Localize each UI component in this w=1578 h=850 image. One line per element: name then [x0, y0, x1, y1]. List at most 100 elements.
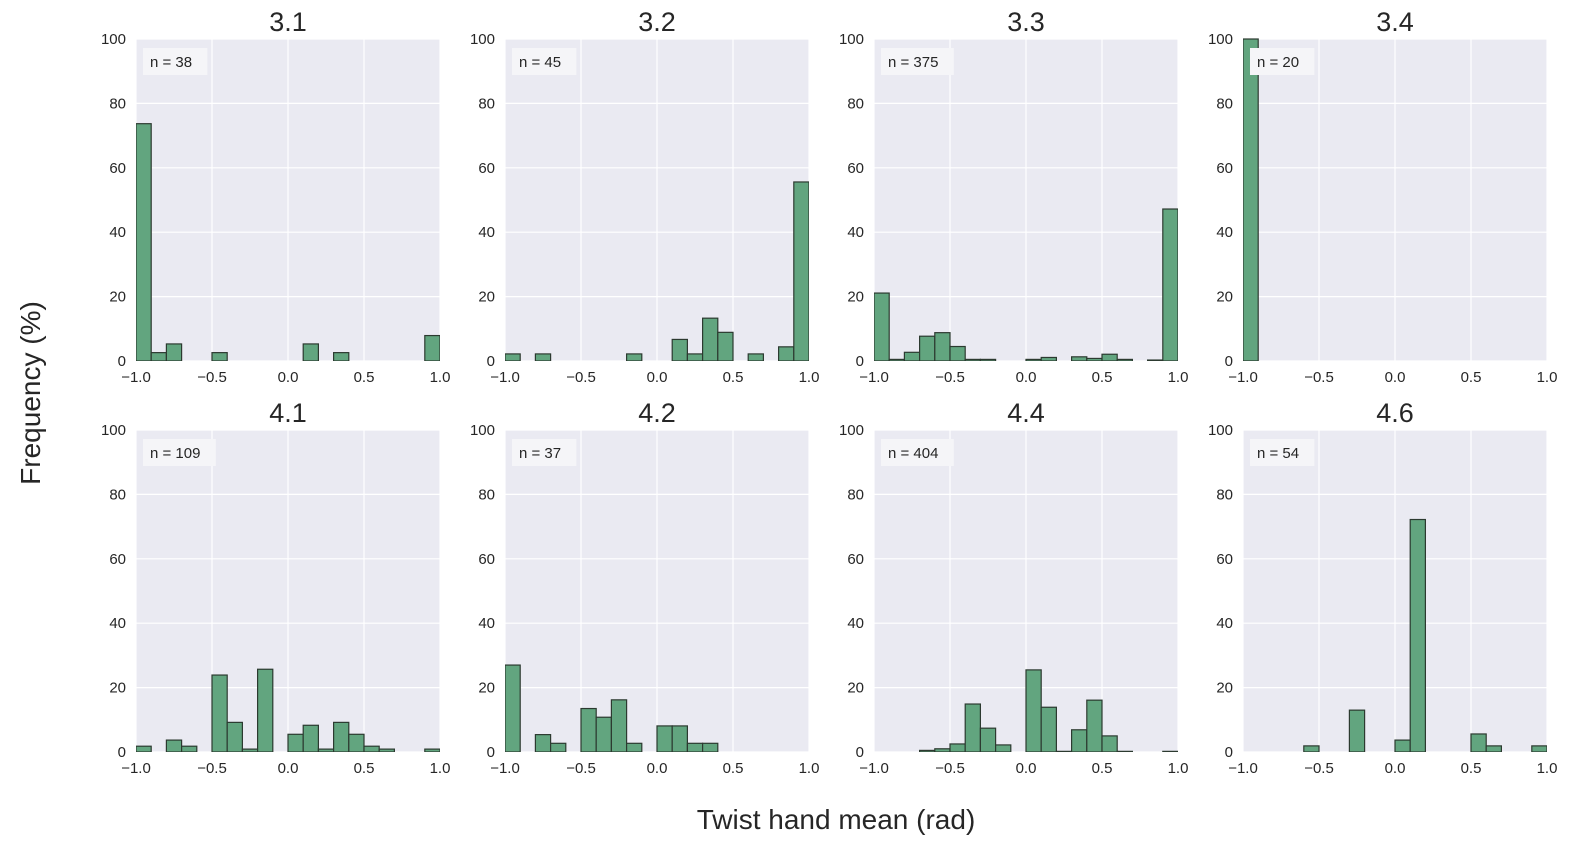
x-tick-label: 0.5 [723, 760, 744, 777]
bars [136, 668, 440, 752]
y-tick-label: 0 [487, 744, 495, 761]
y-tick-label: 60 [109, 551, 126, 568]
histogram-bar [317, 748, 335, 752]
y-tick-label: 100 [1208, 422, 1233, 439]
panel-title: 3.4 [1376, 7, 1414, 37]
histogram-bar [302, 343, 320, 361]
histogram-bar [348, 733, 365, 752]
y-tick-label: 60 [478, 160, 495, 177]
histogram-bar [874, 292, 890, 361]
x-tick-label: −0.5 [197, 760, 227, 777]
annotation-box [1250, 439, 1315, 466]
histogram-bar [979, 727, 997, 752]
histogram-bar [717, 331, 734, 361]
histogram-bar [1243, 38, 1259, 361]
histogram-bar [686, 742, 704, 752]
histogram-bar [671, 338, 689, 361]
x-tick-label: 1.0 [430, 369, 451, 386]
histogram-bar [595, 716, 613, 752]
bars [136, 123, 440, 361]
histogram-bar [1146, 359, 1164, 361]
chart-panel-4.4: 4.4 n = 404 0 20 40 60 80 100 −1.0 −0.5 0.0 0.5 1.0 [839, 398, 1188, 777]
bars [1243, 38, 1259, 361]
panel-title: 4.6 [1376, 398, 1414, 428]
x-tick-label: −0.5 [1304, 369, 1334, 386]
x-tick-label: −1.0 [121, 369, 151, 386]
x-tick-label: 0.0 [647, 369, 668, 386]
histogram-bar [918, 335, 936, 361]
histogram-bar [610, 699, 628, 752]
x-axis-label: Twist hand mean (rad) [697, 804, 976, 835]
histogram-bar [934, 332, 951, 361]
x-tick-label: 0.0 [1016, 760, 1037, 777]
y-tick-label: 60 [847, 160, 864, 177]
panel-title: 3.2 [638, 7, 676, 37]
histogram-bar [505, 353, 521, 361]
panel-title: 4.1 [269, 398, 307, 428]
y-tick-label: 0 [856, 744, 864, 761]
chart-panel-4.1: 4.1 n = 109 0 20 40 60 80 100 −1.0 −0.5 0.0 0.5 1.0 [101, 398, 450, 777]
histogram-bar [656, 725, 673, 752]
y-tick-label: 40 [109, 615, 126, 632]
x-tick-label: 1.0 [799, 369, 820, 386]
histogram-bar [701, 317, 719, 361]
histogram-bar [534, 353, 552, 361]
bars [874, 208, 1178, 361]
panel-title: 4.4 [1007, 398, 1045, 428]
histogram-bar [136, 745, 152, 752]
histogram-bar [625, 353, 643, 361]
y-tick-label: 60 [1216, 160, 1233, 177]
y-tick-label: 20 [1216, 289, 1233, 306]
histogram-bar [333, 352, 350, 361]
annotation-box [143, 48, 208, 75]
x-tick-label: −0.5 [1304, 760, 1334, 777]
histogram-bar [1348, 709, 1366, 752]
x-tick-label: −0.5 [566, 369, 596, 386]
x-tick-label: 0.5 [1461, 369, 1482, 386]
histogram-bar [211, 352, 228, 361]
histogram-bar [1070, 729, 1088, 752]
histogram-bar [1162, 208, 1178, 361]
sample-size-label: n = 375 [888, 54, 938, 71]
histogram-bar [1116, 750, 1133, 752]
histogram-bar [580, 707, 597, 752]
y-tick-label: 20 [478, 289, 495, 306]
sample-size-label: n = 54 [1257, 445, 1299, 462]
histogram-bar [964, 703, 982, 752]
x-tick-label: −1.0 [1228, 369, 1258, 386]
y-tick-label: 20 [1216, 680, 1233, 697]
annotation-box [143, 439, 216, 466]
histogram-bar [903, 351, 921, 361]
x-tick-label: −1.0 [490, 760, 520, 777]
histogram-bar [949, 743, 966, 752]
x-tick-label: 0.5 [354, 760, 375, 777]
histogram-bar [686, 353, 704, 361]
y-tick-label: 100 [839, 31, 864, 48]
chart-panel-3.4: 3.4 n = 20 0 20 40 60 80 100 −1.0 −0.5 0.0 0.5 1.0 [1208, 7, 1557, 386]
histogram-bar [241, 748, 259, 752]
annotation-box [512, 48, 577, 75]
x-tick-label: −1.0 [859, 760, 889, 777]
histogram-bar [979, 358, 997, 361]
y-tick-label: 40 [478, 224, 495, 241]
bars [918, 669, 1178, 752]
histogram-bar [1101, 353, 1118, 361]
y-tick-label: 0 [118, 744, 126, 761]
histogram-bar [549, 742, 567, 752]
y-tick-label: 80 [1216, 486, 1233, 503]
x-tick-label: 0.0 [647, 760, 668, 777]
histogram-bar [1394, 739, 1411, 752]
x-tick-label: 0.5 [354, 369, 375, 386]
x-tick-label: −0.5 [935, 760, 965, 777]
histogram-bar [1303, 745, 1320, 752]
y-tick-label: 100 [1208, 31, 1233, 48]
histogram-bar [701, 742, 719, 752]
histogram-bar [136, 123, 152, 361]
sample-size-label: n = 109 [150, 445, 200, 462]
histogram-bar [211, 674, 228, 752]
histogram-bar [747, 353, 765, 361]
histogram-bar [793, 181, 809, 361]
y-tick-label: 40 [1216, 615, 1233, 632]
annotation-box [512, 439, 577, 466]
x-tick-label: −0.5 [935, 369, 965, 386]
